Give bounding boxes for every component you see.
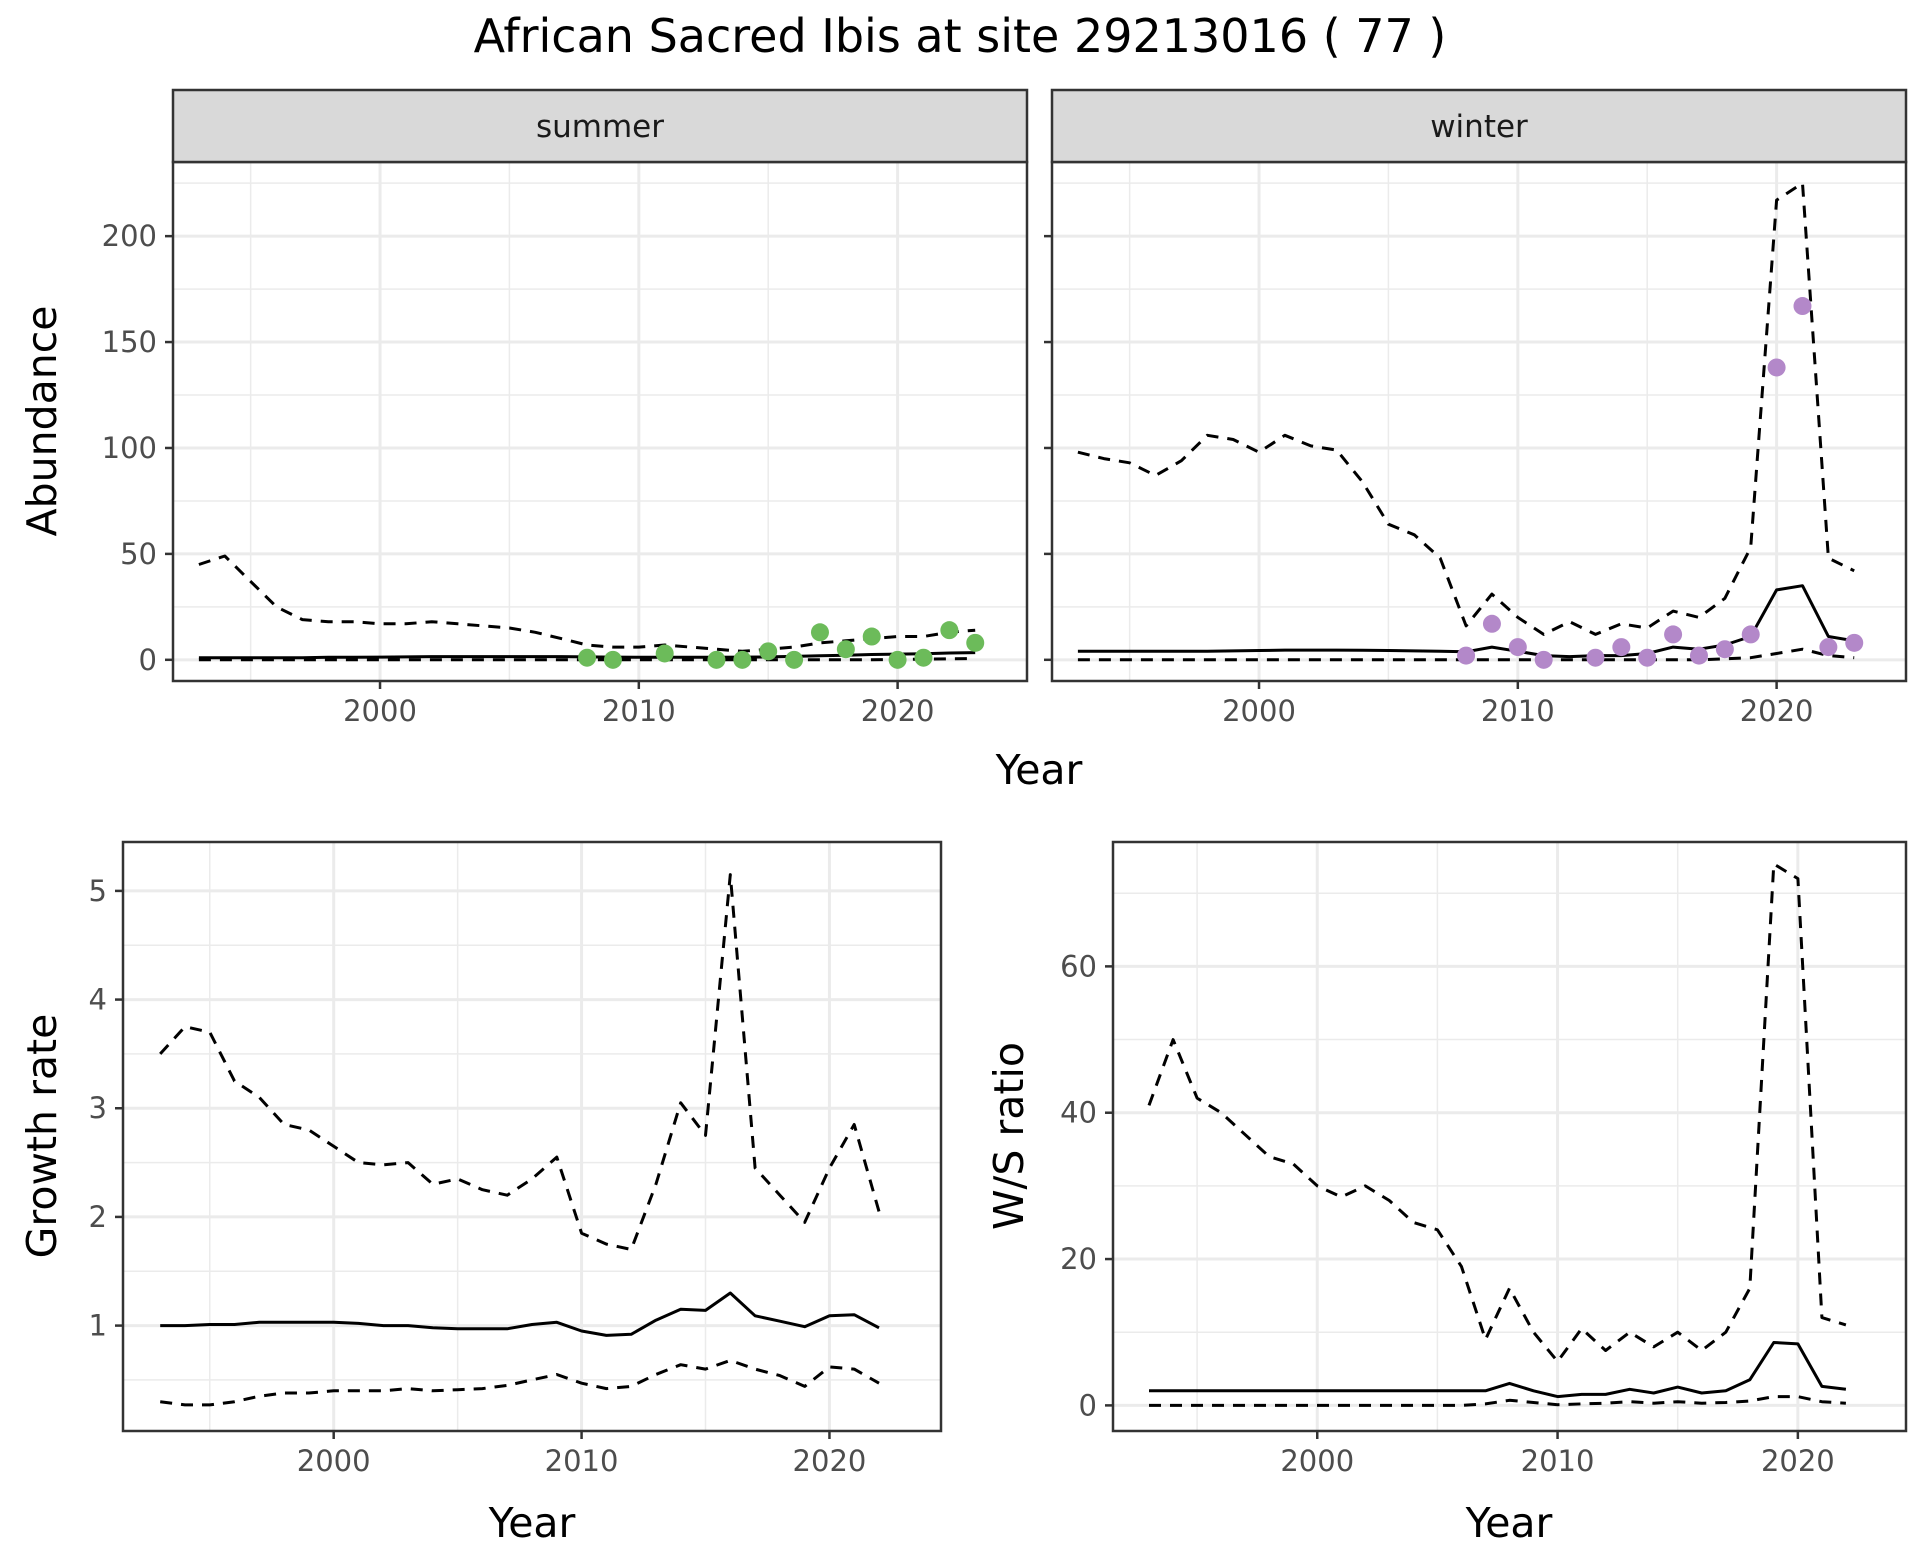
- y-tick-label: 2: [89, 1200, 107, 1234]
- x-tick-label: 2020: [1761, 1444, 1835, 1478]
- shared-axis-labels: Year Abundance Year Growth rate Year W/S rati…: [18, 306, 1553, 1547]
- x-tick-label: 2000: [343, 694, 417, 728]
- facet-strip: [171, 88, 1029, 164]
- data-point: [1586, 648, 1605, 667]
- chart-title: African Sacred Ibis at site 29213016 ( 7…: [473, 9, 1447, 63]
- x-tick-label: 2020: [1740, 694, 1814, 728]
- data-point: [578, 648, 597, 667]
- data-point: [836, 640, 855, 659]
- series-line-median: [160, 1291, 880, 1337]
- data-point: [1767, 358, 1786, 377]
- data-point: [940, 621, 959, 640]
- x-tick-label: 2010: [1481, 694, 1555, 728]
- data-point: [1845, 633, 1864, 652]
- data-point: [1508, 638, 1527, 657]
- data-point: [1819, 638, 1838, 657]
- data-point: [1457, 646, 1476, 665]
- data-point: [655, 644, 674, 663]
- data-point: [862, 627, 881, 646]
- data-point: [966, 633, 985, 652]
- y-axis-title-ratio: W/S ratio: [985, 1042, 1033, 1230]
- data-point: [1689, 646, 1708, 665]
- plot-area: [123, 842, 941, 1431]
- data-point: [759, 642, 778, 661]
- data-point: [707, 650, 726, 669]
- y-axis-title-growth: Growth rate: [18, 1014, 66, 1259]
- data-point: [810, 623, 829, 642]
- series-line-upper: [1077, 181, 1855, 636]
- data-point: [888, 650, 907, 669]
- facet-strip-label: summer: [536, 109, 664, 145]
- y-tick-label: 20: [1060, 1242, 1097, 1276]
- panel-ws-ratio: 2000 2010 2020 0 20 40 60: [1060, 840, 1908, 1478]
- y-tick-label: 50: [120, 537, 157, 571]
- y-tick-label: 150: [102, 325, 157, 359]
- facet-strip-label: winter: [1430, 109, 1528, 145]
- data-point: [785, 650, 804, 669]
- data-point: [1793, 297, 1812, 316]
- data-point: [603, 650, 622, 669]
- y-tick-label: 40: [1060, 1096, 1097, 1130]
- series-line-lower: [160, 1358, 880, 1407]
- panel-winter-abundance: winter 2000 2010 2020: [1044, 88, 1908, 728]
- y-tick-label: 100: [102, 431, 157, 465]
- y-tick-label: 3: [89, 1091, 107, 1125]
- y-tick-label: 0: [1079, 1388, 1097, 1422]
- series-line-median: [1149, 1341, 1847, 1399]
- y-tick-label: 0: [139, 643, 157, 677]
- data-point: [1741, 625, 1760, 644]
- plot-area: [173, 162, 1027, 681]
- x-axis-title-growth: Year: [488, 1499, 576, 1547]
- data-point: [1534, 650, 1553, 669]
- series-line-lower: [1149, 1395, 1846, 1407]
- data-point: [914, 648, 933, 667]
- y-axis-title-abundance: Abundance: [18, 306, 66, 537]
- x-tick-label: 2010: [545, 1444, 619, 1478]
- panel-growth-rate: 2000 2010 2020 1 2 3 4 5: [89, 840, 943, 1478]
- plot-area: [1052, 162, 1906, 681]
- x-tick-label: 2000: [1222, 694, 1296, 728]
- x-tick-label: 2000: [297, 1444, 371, 1478]
- x-tick-label: 2020: [861, 694, 935, 728]
- x-tick-label: 2000: [1280, 1444, 1354, 1478]
- x-axis-title-top: Year: [995, 746, 1083, 794]
- y-tick-label: 5: [89, 874, 107, 908]
- panel-border: [121, 840, 943, 1433]
- data-point: [1482, 614, 1501, 633]
- y-tick-label: 200: [102, 219, 157, 253]
- data-point: [1664, 625, 1683, 644]
- x-tick-label: 2010: [1521, 1444, 1595, 1478]
- data-point: [1715, 640, 1734, 659]
- y-tick-label: 1: [89, 1309, 107, 1343]
- panel-summer-abundance: summer 2000 2010 2020 0 50 100 150 200: [102, 88, 1029, 728]
- series-line-upper: [159, 873, 881, 1251]
- data-point: [1612, 638, 1631, 657]
- panel-border: [1111, 840, 1908, 1433]
- data-point: [733, 650, 752, 669]
- x-tick-label: 2010: [602, 694, 676, 728]
- y-tick-label: 60: [1060, 949, 1097, 983]
- x-tick-label: 2020: [793, 1444, 867, 1478]
- facet-strip: [1050, 88, 1908, 164]
- data-point: [1638, 648, 1657, 667]
- y-tick-label: 4: [89, 983, 107, 1017]
- series-line-upper: [1147, 862, 1847, 1363]
- x-axis-title-ratio: Year: [1465, 1499, 1553, 1547]
